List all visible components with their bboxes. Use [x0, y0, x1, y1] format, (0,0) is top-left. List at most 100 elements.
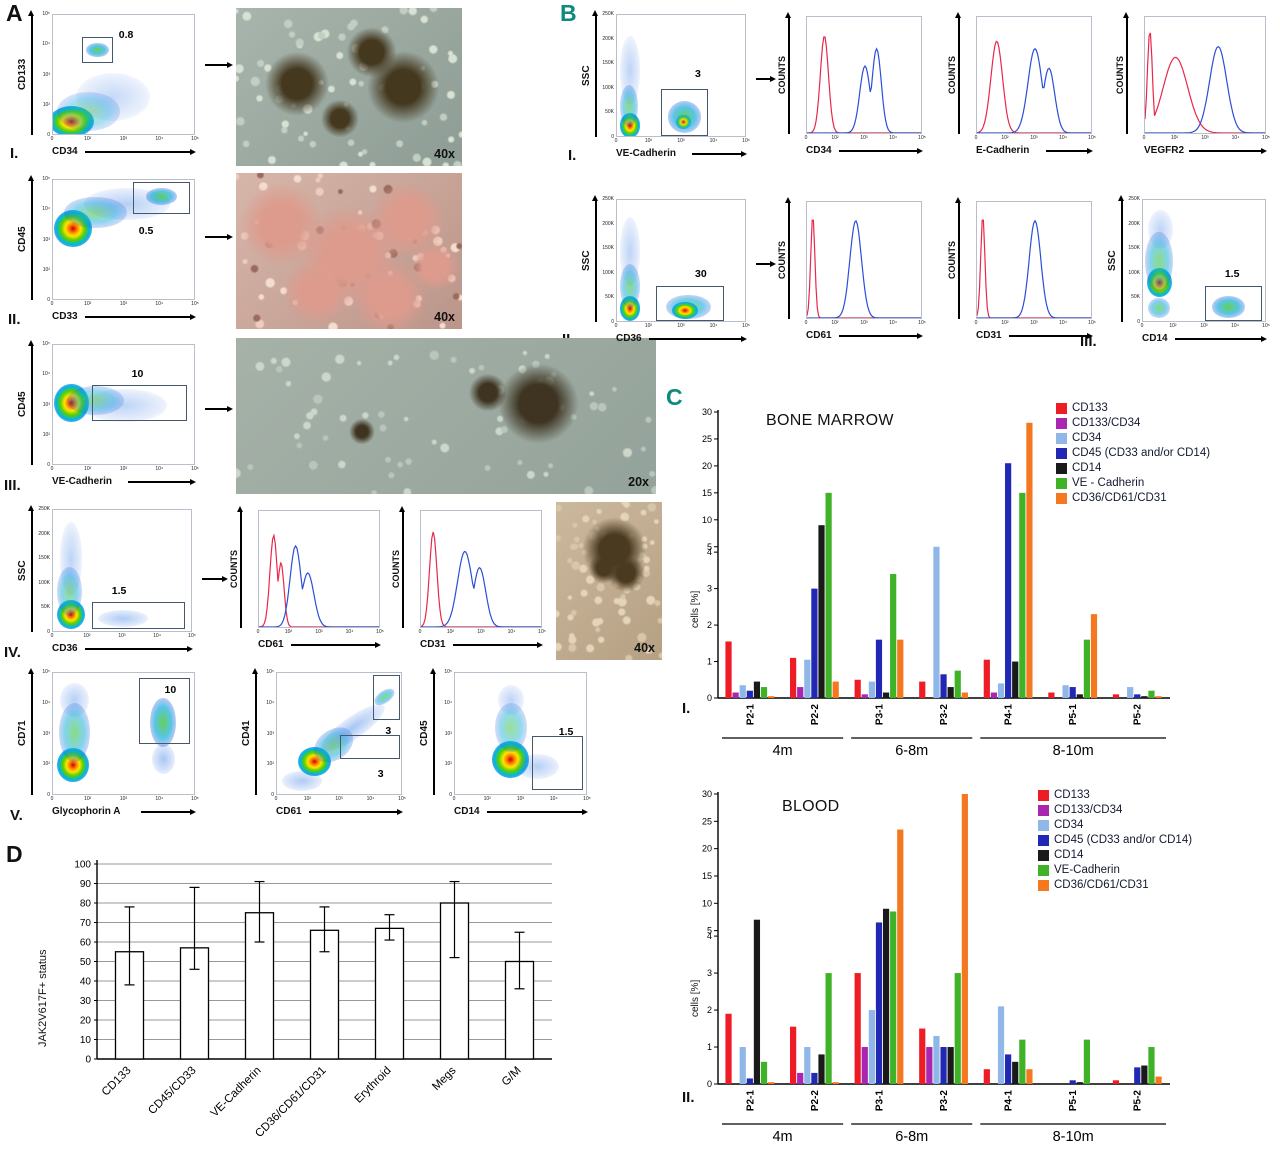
y-axis-label: COUNTS	[1115, 56, 1125, 94]
y-tick-label: 10²	[42, 431, 50, 438]
y-tick-label: 0	[85, 1055, 91, 1066]
bar-cd14	[818, 525, 825, 698]
x-tick-label: 10²	[1001, 320, 1009, 326]
bar-cd45-cd33-and-or-cd14-	[811, 1072, 818, 1084]
y-tick-label: 4	[707, 547, 712, 557]
legend-swatch	[1056, 493, 1067, 504]
flow-arrowhead	[770, 75, 776, 82]
bar-cd36-cd61-cd31	[1155, 1076, 1162, 1084]
histogram-counts-e-cadherin: 0 10² 10³ 10⁴ 10⁵ COUNTS E-Cadherin	[947, 12, 1100, 164]
y-tick-label: 10²	[42, 101, 50, 108]
flow-plot-cd71-glycophorin-a: 10 0 10² 10³ 10⁴ 10⁵ 0 10² 10³ 10⁴ 10⁵ CD71 Glycopho…	[17, 668, 203, 825]
density-cluster	[57, 566, 83, 616]
y-tick-label: 0	[47, 629, 50, 635]
bar-ve-cadherin	[1019, 1039, 1026, 1084]
y-tick-label: 200K	[38, 530, 50, 537]
y-tick-label: 15	[702, 488, 712, 498]
x-axis-arrow	[309, 811, 398, 813]
bar-cd34	[804, 659, 811, 698]
bar-cd133	[1112, 694, 1120, 698]
x-tick-label: 0	[974, 135, 978, 141]
legend-label: CD36/CD61/CD31	[1072, 491, 1167, 504]
panel-a-numeral-4: IV.	[4, 644, 21, 661]
x-category-label: P3-1	[874, 704, 885, 726]
x-axis-arrowhead	[1087, 147, 1093, 154]
y-axis-arrow	[788, 203, 790, 319]
x-tick-label: 10²	[84, 301, 92, 307]
x-tick-label: 0	[50, 301, 54, 307]
density-cluster	[1212, 295, 1245, 319]
bone-marrow-plot: 0 1 2 3 45 10 15 20 25 30 P2-1 P2-2 P3-1 P3-2 P4-1 P5-1…	[702, 407, 1170, 759]
x-axis-arrow	[1009, 335, 1088, 337]
y-tick-label: 20	[80, 1016, 92, 1027]
y-tick-label: 10⁴	[42, 699, 50, 706]
bar-cd45-cd33-and-or-cd14-	[1069, 687, 1076, 698]
x-axis-arrow	[1189, 150, 1262, 152]
y-tick-label: 0	[1137, 319, 1140, 325]
density-cluster	[619, 217, 641, 287]
bar-cd45-cd33-and-or-cd14-	[811, 588, 818, 698]
y-axis-arrowhead	[430, 668, 436, 674]
y-axis-arrow	[788, 18, 790, 134]
y-tick-label: 50K	[1131, 294, 1140, 301]
y-tick-label: 10³	[266, 730, 274, 737]
y-axis-arrow	[433, 674, 435, 795]
y-tick-label: 200K	[602, 35, 614, 42]
x-tick-label: 0	[1142, 135, 1146, 141]
y-axis-arrow	[1121, 201, 1123, 322]
y-tick-label: 250K	[1128, 196, 1140, 202]
bar-cd14	[1012, 661, 1019, 698]
x-axis-label: VEGFR2	[1144, 145, 1185, 156]
x-tick-label: 0	[256, 629, 260, 635]
y-axis-arrow	[31, 674, 33, 795]
x-axis-label: CD34	[52, 146, 78, 157]
y-tick-label: 200K	[1128, 220, 1140, 227]
x-axis-arrow	[85, 151, 191, 153]
bar-cd133	[919, 1028, 926, 1084]
legend-row: CD34	[1038, 818, 1192, 833]
density-cluster	[75, 73, 151, 122]
y-tick-label: 10⁴	[42, 206, 50, 213]
bar-cd36-cd61-cd31	[1155, 696, 1162, 698]
flow-plot-ssc-cd14: 1.5 0 50K 100K 150K 200K 250K 0 10² 10³ 10⁴ 10⁵ SSC C…	[1107, 195, 1274, 352]
flow-arrowhead	[227, 405, 233, 412]
x-tick-label: 10⁴	[889, 320, 897, 326]
x-tick-label: 10⁵	[188, 633, 196, 639]
y-tick-label: 5	[707, 926, 712, 936]
plot-area	[976, 201, 1092, 319]
y-axis-arrowhead	[28, 340, 34, 346]
x-category-label: P3-2	[939, 1090, 950, 1112]
y-tick-label: 25	[702, 816, 712, 826]
y-tick-label: 40	[80, 977, 92, 988]
density-cluster	[67, 386, 125, 416]
histogram-curve	[1145, 32, 1265, 133]
gate-percentage: 1.5	[1224, 267, 1240, 280]
x-axis-arrow	[291, 644, 376, 646]
bar-cd36-cd61-cd31	[832, 681, 839, 698]
bar-cd45-cd33-and-or-cd14-	[940, 1047, 947, 1084]
y-axis-label: CD71	[17, 720, 28, 747]
flow-arrowhead	[770, 260, 776, 267]
y-tick-label: 10²	[42, 266, 50, 273]
x-axis-label: CD61	[806, 330, 832, 341]
x-axis-arrow	[692, 153, 742, 155]
x-axis-label: CD36	[52, 643, 78, 654]
x-category-label: VE-Cadherin	[209, 1065, 264, 1120]
x-tick-label: 10⁴	[366, 796, 375, 802]
gate-percentage: 10	[164, 684, 177, 697]
bar-cd36-cd61-cd31	[897, 639, 904, 698]
x-tick-label: 10²	[83, 633, 91, 639]
panel-b-numeral-1: I.	[568, 147, 577, 164]
x-axis-arrowhead	[917, 147, 923, 154]
bar-cd45-cd33-and-or-cd14-	[746, 690, 753, 698]
plot-area: 30	[616, 199, 746, 322]
x-axis-label: Glycophorin A	[52, 806, 121, 817]
legend-row: VE-Cadherin	[1038, 863, 1192, 878]
jak2-chart: JAK2V617F+ status 0 10 20 30 40 50 60 70 80 90 100…	[35, 852, 595, 1152]
y-axis-arrow	[31, 346, 33, 465]
bar-cd45-cd33-and-or-cd14-	[875, 922, 883, 1084]
y-axis-label: SSC	[1107, 250, 1118, 271]
y-tick-label: 1	[707, 1042, 712, 1052]
x-category-label: P4-1	[1004, 1090, 1015, 1112]
